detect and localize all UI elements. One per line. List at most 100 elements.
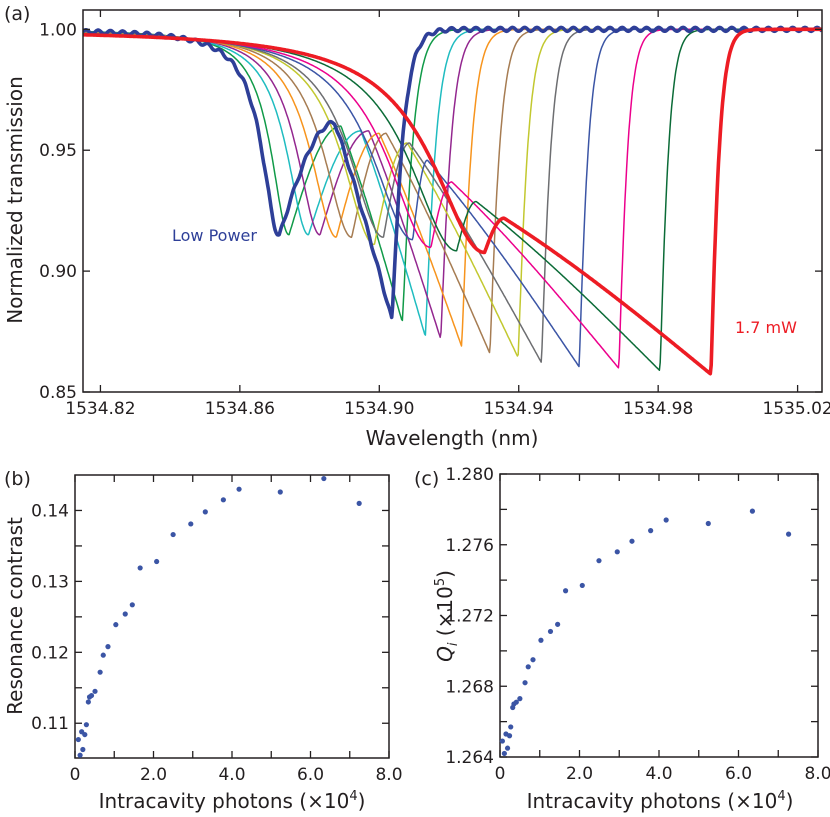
y-tick-label: 1.268 xyxy=(445,677,494,697)
panel-c-y-axis-label: Qi (×105) xyxy=(433,570,461,662)
data-point xyxy=(504,745,511,751)
data-point xyxy=(513,699,519,705)
x-tick-label: 0 xyxy=(495,764,506,784)
data-point xyxy=(530,657,536,663)
transmission-curve-12 xyxy=(83,27,822,376)
y-tick-label: 1.280 xyxy=(445,465,494,485)
panel-c-q-factor-chart: (c) 0 2.0 4.0 6.0 8.0 1.264 1.268 1.272 1.276 1.2… xyxy=(414,465,830,813)
data-point xyxy=(97,669,103,675)
panel-b-x-axis-label: Intracavity photons (×104) xyxy=(99,789,366,813)
panel-b-frame xyxy=(74,474,390,759)
high-power-annotation: 1.7 mW xyxy=(735,318,797,337)
y-tick-label: 0.95 xyxy=(39,141,77,161)
data-point xyxy=(499,738,505,744)
data-point xyxy=(525,664,531,670)
panel-c-frame xyxy=(499,473,819,758)
data-point xyxy=(579,582,585,589)
panel-a-y-axis-label: Normalized transmission xyxy=(3,76,27,324)
transmission-curve-5 xyxy=(83,28,822,347)
data-point xyxy=(236,486,242,492)
data-point xyxy=(506,733,513,739)
panel-c-x-axis-label: Intracavity photons (×104) xyxy=(527,789,794,813)
data-point xyxy=(277,489,283,495)
panel-b-points xyxy=(75,475,362,758)
y-tick-label: 1.272 xyxy=(445,607,494,627)
data-point xyxy=(129,602,135,608)
x-tick-label: 1535.02 xyxy=(762,399,830,419)
x-tick-label: 4.0 xyxy=(218,765,245,785)
data-point xyxy=(501,750,507,757)
x-tick-label: 1534.90 xyxy=(344,399,414,419)
data-point xyxy=(705,520,711,527)
panel-a-transmission-chart: (a) 1534.82 1534.86 1534.90 1534.94 1534.98 1… xyxy=(3,3,830,450)
data-point xyxy=(188,521,194,527)
data-point xyxy=(517,696,523,702)
data-point xyxy=(321,475,327,482)
y-tick-label: 1.276 xyxy=(445,536,494,556)
data-point xyxy=(137,565,143,571)
panel-c-label: (c) xyxy=(414,468,439,490)
y-tick-label: 0.85 xyxy=(39,383,77,403)
panel-a-frame xyxy=(82,9,823,393)
panel-b-y-axis-label: Resonance contrast xyxy=(3,517,27,715)
data-point xyxy=(105,644,111,650)
data-point xyxy=(356,500,362,506)
panel-b-contrast-chart: (b) 0 2.0 4.0 6.0 8.0 0.11 0.12 0.13 0.14 Intrac… xyxy=(3,468,403,813)
data-point xyxy=(80,746,86,753)
data-point xyxy=(154,558,160,565)
x-tick-label: 6.0 xyxy=(725,764,752,784)
data-point xyxy=(629,538,635,544)
y-tick-label: 0.14 xyxy=(31,501,69,521)
data-point xyxy=(562,588,569,594)
x-tick-label: 8.0 xyxy=(804,764,830,784)
data-point xyxy=(596,558,602,564)
panel-a-label: (a) xyxy=(4,3,30,25)
data-point xyxy=(88,692,95,699)
x-tick-label: 8.0 xyxy=(375,765,402,785)
data-point xyxy=(522,680,528,686)
panel-a-ticks: 1534.82 1534.86 1534.90 1534.94 1534.98 1535.… xyxy=(39,10,830,419)
x-tick-label: 2.0 xyxy=(140,765,167,785)
data-point xyxy=(749,508,756,514)
y-tick-label: 0.90 xyxy=(39,262,77,282)
data-point xyxy=(85,699,91,705)
y-tick-label: 1.00 xyxy=(39,20,77,40)
data-point xyxy=(77,752,83,758)
transmission-curve-2 xyxy=(83,28,822,322)
data-point xyxy=(82,731,88,738)
data-point xyxy=(785,531,792,537)
x-tick-label: 6.0 xyxy=(297,765,324,785)
data-point xyxy=(202,509,208,515)
x-tick-label: 2.0 xyxy=(566,764,593,784)
low-power-annotation: Low Power xyxy=(172,226,257,245)
data-point xyxy=(538,637,544,643)
x-tick-label: 1534.98 xyxy=(623,399,693,419)
transmission-curve-1 xyxy=(83,25,822,320)
data-point xyxy=(663,517,669,523)
data-point xyxy=(83,722,89,728)
data-point xyxy=(614,549,620,555)
data-point xyxy=(122,611,128,617)
x-tick-label: 1534.82 xyxy=(65,399,135,419)
y-tick-label: 1.264 xyxy=(445,748,494,768)
panel-c-points xyxy=(499,508,792,757)
data-point xyxy=(648,528,654,534)
panel-b-ticks: 0 2.0 4.0 6.0 8.0 0.11 0.12 0.13 0.14 xyxy=(31,475,403,785)
data-point xyxy=(555,621,561,627)
y-tick-label: 0.12 xyxy=(31,643,69,663)
data-point xyxy=(508,724,514,730)
x-tick-label: 1534.86 xyxy=(205,399,275,419)
transmission-curves xyxy=(83,25,822,376)
data-point xyxy=(170,531,176,538)
y-tick-label: 0.11 xyxy=(31,714,69,734)
data-point xyxy=(92,688,98,694)
data-point xyxy=(100,652,106,658)
x-tick-label: 0 xyxy=(70,765,81,785)
data-point xyxy=(220,497,226,503)
data-point xyxy=(113,622,119,628)
data-point xyxy=(547,628,554,635)
x-tick-label: 1534.94 xyxy=(484,399,554,419)
x-tick-label: 4.0 xyxy=(645,764,672,784)
y-tick-label: 0.13 xyxy=(31,572,69,592)
